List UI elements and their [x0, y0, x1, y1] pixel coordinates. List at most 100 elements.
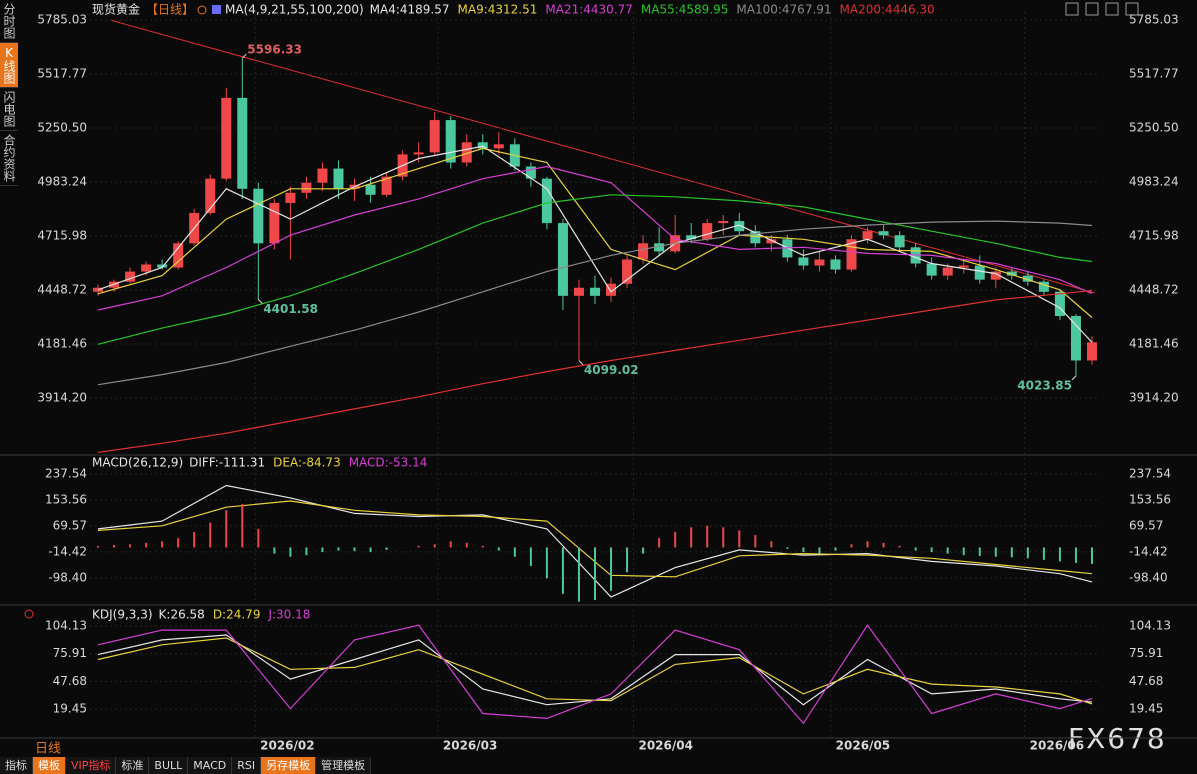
x-tick-label: 2026/05: [836, 739, 890, 753]
candle-body: [221, 97, 232, 179]
toolbar-button[interactable]: 指标: [0, 757, 33, 774]
candle-body: [1006, 271, 1017, 276]
candle-body: [1070, 316, 1081, 361]
candle-body: [1038, 281, 1049, 292]
legend-entry: DEA:-84.73: [273, 456, 341, 470]
candle-body: [750, 231, 761, 244]
period: 【日线】: [146, 3, 194, 17]
legend-entry: DIFF:-111.31: [189, 456, 265, 470]
toolbar-button[interactable]: 管理模板: [316, 757, 372, 774]
candle-body: [141, 264, 152, 272]
candle-body: [365, 184, 376, 195]
y-tick-label: 4448.72: [37, 283, 87, 297]
annotation: 5596.33: [247, 43, 302, 57]
toolbar-button[interactable]: VIP指标: [66, 757, 117, 774]
y-tick-label-right: 3914.20: [1129, 390, 1179, 404]
toolbar-button[interactable]: 标准: [116, 757, 150, 774]
window-icons: [1065, 2, 1139, 16]
candle-body: [1054, 291, 1065, 317]
y-tick-label-right: 4448.72: [1129, 283, 1179, 297]
candle-body: [830, 259, 841, 270]
candle-body: [942, 267, 953, 276]
candle-body: [413, 152, 424, 155]
series-line: [97, 637, 1093, 705]
toolbar-button[interactable]: RSI: [232, 757, 262, 774]
series-line: [97, 484, 1093, 598]
y-tick-label: 237.54: [45, 466, 87, 480]
annotation-pointer: [257, 299, 263, 304]
kdj-icon: [24, 609, 34, 619]
candle-body: [445, 120, 456, 163]
candle-body: [1022, 275, 1033, 282]
candle-body: [525, 166, 536, 179]
y-tick-label-right: 4715.98: [1129, 229, 1179, 243]
candle-body: [926, 263, 937, 276]
y-tick-label-right: 5785.03: [1129, 13, 1179, 27]
candle-body: [718, 221, 729, 224]
candle-body: [253, 188, 264, 244]
sidebar-tab[interactable]: 分时图: [0, 0, 18, 43]
candle-body: [381, 176, 392, 195]
y-tick-label-right: 104.13: [1129, 619, 1171, 633]
candle-body: [766, 239, 777, 244]
candle-body: [493, 144, 504, 149]
panel-title: 现货黄金: [92, 2, 140, 17]
toolbar-button[interactable]: MACD: [188, 757, 233, 774]
legend-entry: J:30.18: [267, 608, 310, 622]
y-tick-label-right: 153.56: [1129, 492, 1171, 506]
series-line: [97, 165, 1093, 311]
toolbar-button[interactable]: 另存模板: [261, 757, 317, 774]
sidebar-tab[interactable]: 闪电图: [0, 88, 18, 131]
annotation-pointer: [241, 53, 247, 59]
y-tick-label: 19.45: [53, 702, 87, 716]
candle-body: [622, 259, 633, 284]
candle-body: [429, 120, 440, 153]
annotation: 4099.02: [584, 363, 639, 377]
y-tick-label: 69.57: [53, 518, 87, 532]
series-line: [97, 289, 1093, 453]
candle-body: [862, 231, 873, 240]
candle-body: [269, 202, 280, 244]
x-tick-label: 2026/04: [638, 739, 692, 753]
y-tick-label: 75.91: [53, 646, 87, 660]
candle-body: [477, 142, 488, 149]
legend-entry: D:24.79: [213, 608, 261, 622]
legend-entry: MA21:4430.77: [545, 3, 633, 17]
y-tick-label: -98.40: [48, 570, 87, 584]
add-icon: [197, 5, 207, 15]
sidebar-tab[interactable]: 合约资料: [0, 131, 18, 186]
candle-body: [1086, 342, 1097, 361]
candle-body: [173, 243, 184, 268]
series-line: [97, 624, 1093, 725]
y-tick-label: 104.13: [45, 619, 87, 633]
candle-body: [974, 265, 985, 280]
candle-body: [237, 97, 248, 189]
sidebar-tab[interactable]: K线图: [0, 43, 18, 88]
toolbar-button[interactable]: 模板: [33, 757, 66, 774]
y-tick-label-right: -14.42: [1129, 544, 1168, 558]
toolbar-button[interactable]: BULL: [149, 757, 189, 774]
y-tick-label-right: 19.45: [1129, 702, 1163, 716]
series-line: [97, 220, 1093, 386]
sidebar: 分时图 K线图 闪电图 合约资料: [0, 0, 18, 186]
y-tick-label-right: 69.57: [1129, 518, 1163, 532]
legend-entry: K:26.58: [159, 608, 205, 622]
candle-body: [301, 182, 312, 193]
y-tick-label: 153.56: [45, 492, 87, 506]
candle-body: [606, 283, 617, 296]
candle-body: [333, 168, 344, 189]
y-tick-label: 3914.20: [37, 390, 87, 404]
y-tick-label: 5517.77: [37, 67, 87, 81]
candle-body: [814, 259, 825, 266]
y-tick-label-right: 75.91: [1129, 646, 1163, 660]
series-line: [97, 634, 1093, 706]
panel-title: MACD(26,12,9): [92, 456, 183, 470]
candle-body: [798, 257, 809, 266]
x-tick-label: 2026/06: [1030, 739, 1084, 753]
y-tick-label-right: 5250.50: [1129, 121, 1179, 135]
legend-entry: MA100:4767.91: [736, 3, 831, 17]
annotation: 4401.58: [263, 302, 318, 316]
candle-body: [541, 178, 552, 224]
